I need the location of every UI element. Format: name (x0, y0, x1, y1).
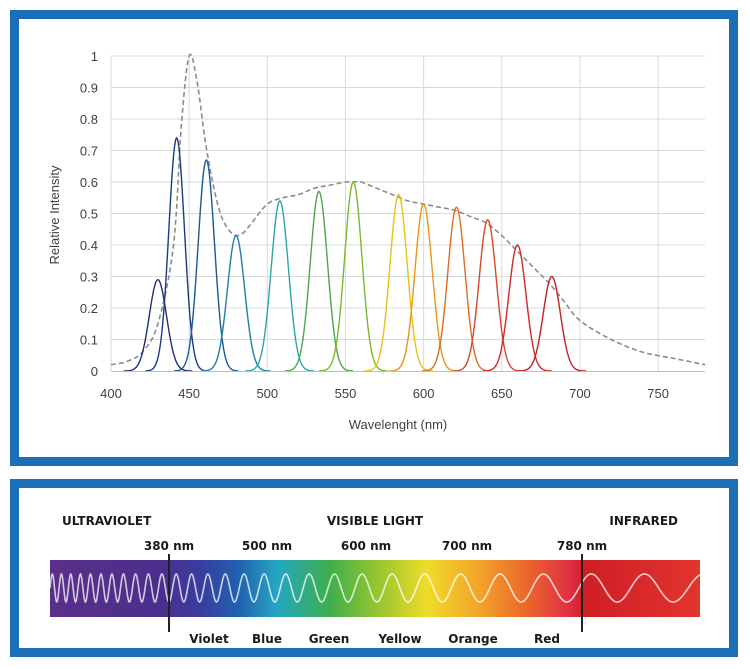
chart-panel: 400 450 500 550 600 650 700 750 0 0.1 0.2 0.3 0.4 0.… (10, 10, 738, 466)
wave-line (49, 572, 701, 604)
y-tick-label: 0.3 (80, 270, 98, 285)
y-tick-label: 0.6 (80, 175, 98, 190)
y-tick-label: 0.7 (80, 144, 98, 159)
peak-461nm (173, 159, 239, 372)
y-tick-label: 0 (91, 364, 98, 379)
peak-430nm (123, 278, 193, 372)
label-orange: Orange (448, 632, 498, 646)
label-500nm: 500 nm (242, 539, 292, 553)
label-violet: Violet (189, 632, 229, 646)
x-tick-label: 500 (256, 386, 278, 401)
x-tick-label: 650 (491, 386, 513, 401)
peak-641nm (453, 218, 523, 372)
label-ultraviolet: ULTRAVIOLET (62, 514, 152, 528)
label-visible-light: VISIBLE LIGHT (327, 514, 424, 528)
label-green: Green (309, 632, 350, 646)
y-tick-label: 0.1 (80, 333, 98, 348)
x-tick-labels: 400 450 500 550 600 650 700 750 (100, 386, 669, 401)
envelope-series (110, 53, 706, 366)
label-600nm: 600 nm (341, 539, 391, 553)
peak-600nm (389, 203, 459, 372)
spectrum-band (50, 560, 700, 617)
x-tick-label: 400 (100, 386, 122, 401)
label-yellow: Yellow (377, 632, 421, 646)
peak-533nm (284, 190, 354, 372)
peak-508nm (245, 199, 315, 372)
y-axis-label: Relative Intensity (47, 165, 62, 264)
y-tick-labels: 0 0.1 0.2 0.3 0.4 0.5 0.6 0.7 0.8 0.9 1 (80, 49, 98, 379)
label-infrared: INFRARED (609, 514, 678, 528)
spectrum-panel: ULTRAVIOLET VISIBLE LIGHT INFRARED 380 n… (10, 479, 738, 657)
y-tick-label: 0.5 (80, 207, 98, 222)
y-tick-label: 0.9 (80, 81, 98, 96)
peak-584nm (364, 193, 434, 372)
y-tick-label: 0.4 (80, 238, 98, 253)
label-700nm: 700 nm (442, 539, 492, 553)
spectrum-chart: 400 450 500 550 600 650 700 750 0 0.1 0.2 0.3 0.4 0.… (47, 49, 706, 432)
peak-621nm (422, 206, 491, 372)
peak-682nm (517, 275, 587, 372)
y-tick-label: 0.2 (80, 301, 98, 316)
y-tick-label: 1 (91, 49, 98, 64)
x-tick-label: 450 (178, 386, 200, 401)
x-tick-label: 550 (335, 386, 357, 401)
peak-series (123, 136, 587, 372)
label-380nm: 380 nm (144, 539, 194, 553)
envelope-line (110, 53, 706, 366)
label-780nm: 780 nm (557, 539, 607, 553)
x-axis-label: Wavelenght (nm) (349, 417, 448, 432)
peak-480nm (201, 234, 271, 372)
x-tick-label: 600 (413, 386, 435, 401)
peak-442nm (145, 136, 208, 372)
x-tick-label: 700 (569, 386, 591, 401)
y-tick-label: 0.8 (80, 112, 98, 127)
label-blue: Blue (252, 632, 282, 646)
spectrum-diagram: ULTRAVIOLET VISIBLE LIGHT INFRARED 380 n… (49, 514, 701, 646)
label-red: Red (534, 632, 560, 646)
peak-660nm (483, 244, 552, 372)
x-tick-label: 750 (647, 386, 669, 401)
